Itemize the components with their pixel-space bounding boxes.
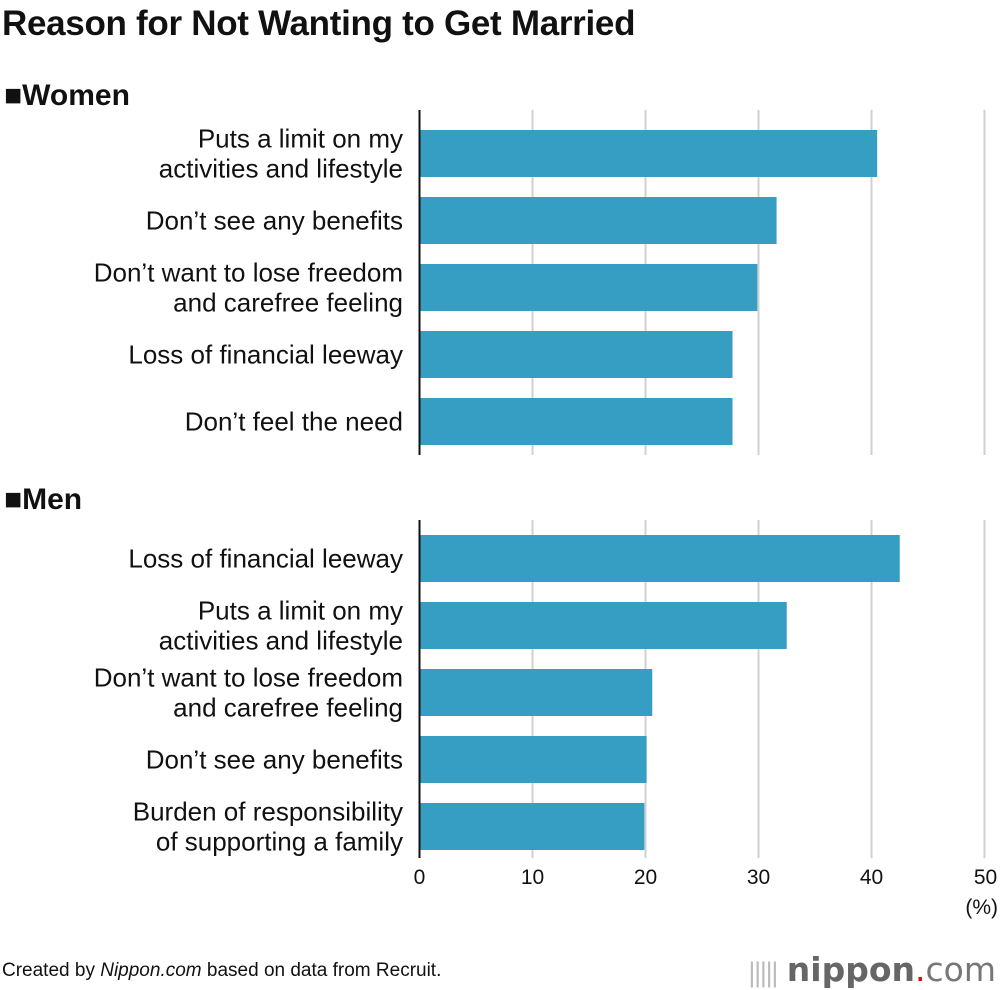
category-label: activities and lifestyle [159,626,403,656]
bar [419,331,733,378]
bar [419,736,647,783]
category-label: activities and lifestyle [159,154,403,184]
tick-label: 40 [860,866,883,889]
bar [419,535,900,582]
tick-label: 30 [747,866,770,889]
tick-label: 20 [634,866,657,889]
category-label: Don’t want to lose freedom [94,258,403,288]
category-label: Puts a limit on my [198,124,403,154]
category-label: Loss of financial leeway [128,340,403,370]
section-label: ■Men [4,483,82,516]
source-credit: Created by Nippon.com based on data from… [2,960,442,981]
bar [419,264,758,311]
bar [419,197,777,244]
tick-label: 50 [974,866,997,889]
category-label: Burden of responsibility [133,797,403,827]
source-site: Nippon.com [100,960,202,981]
bar [419,803,645,850]
category-label: Don’t want to lose freedom [94,663,403,693]
section-label: ■Women [4,79,130,112]
category-label: and carefree feeling [173,693,403,723]
category-label: Puts a limit on my [198,596,403,626]
category-label: and carefree feeling [173,288,403,318]
category-label: Don’t feel the need [185,407,403,437]
bar [419,130,878,177]
bar [419,669,653,716]
category-label: Don’t see any benefits [146,206,403,236]
nippon-logo: ||||| nippon.com [747,950,996,989]
bar [419,602,787,649]
tick-label: 0 [414,866,426,889]
category-label: of supporting a family [156,827,403,857]
tick-label: 10 [521,866,544,889]
unit-label: (%) [965,896,998,919]
category-label: Don’t see any benefits [146,745,403,775]
chart-title: Reason for Not Wanting to Get Married [2,4,636,43]
category-label: Loss of financial leeway [128,544,403,574]
sound-wave-icon: ||||| [747,958,779,988]
bar [419,398,733,445]
